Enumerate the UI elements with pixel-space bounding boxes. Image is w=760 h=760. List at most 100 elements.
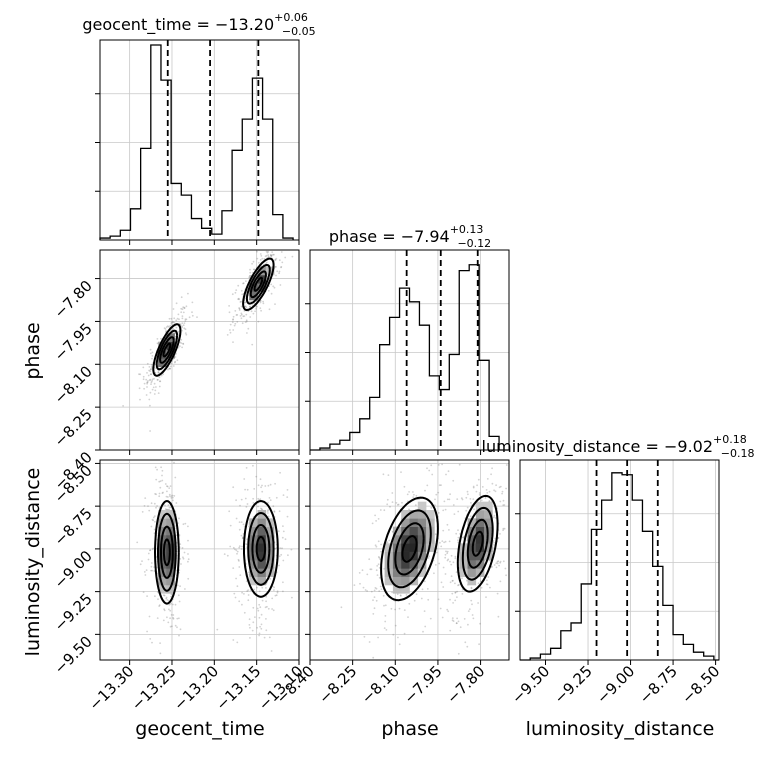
sample-point: [488, 500, 491, 502]
sample-point: [282, 590, 284, 593]
sample-point: [234, 596, 237, 599]
sample-point: [369, 568, 372, 571]
sample-point: [455, 571, 458, 573]
sample-point: [241, 293, 244, 296]
sample-point: [242, 523, 245, 526]
sample-point: [248, 624, 251, 626]
sample-point: [170, 495, 173, 497]
sample-point: [397, 503, 400, 506]
sample-point: [396, 593, 399, 596]
sample-point: [284, 538, 287, 541]
sample-point: [151, 355, 154, 357]
sample-point: [427, 557, 430, 559]
sample-point: [187, 292, 189, 295]
sample-point: [260, 623, 263, 626]
sample-point: [280, 266, 282, 269]
sample-point: [232, 341, 234, 343]
sample-point: [245, 319, 248, 322]
xlabel-luminosity-distance: luminosity_distance: [526, 718, 715, 740]
sample-point: [252, 268, 255, 271]
sample-point: [451, 619, 454, 622]
sample-point: [149, 430, 152, 432]
sample-point: [226, 334, 229, 336]
sample-point: [179, 585, 182, 588]
sample-point: [158, 380, 161, 383]
density-cell: [401, 510, 410, 519]
sample-point: [444, 573, 447, 575]
density-cell: [257, 560, 267, 569]
sample-point: [176, 359, 179, 362]
density-cell: [417, 510, 427, 519]
sample-point: [270, 254, 272, 257]
sample-point: [440, 484, 442, 486]
sample-point: [377, 563, 380, 566]
sample-point: [232, 486, 235, 489]
sample-point: [157, 371, 160, 374]
sample-point: [471, 614, 474, 616]
sample-point: [394, 608, 396, 611]
density-cell: [475, 535, 485, 544]
sample-point: [156, 468, 159, 471]
sample-point: [240, 300, 243, 303]
sample-point: [457, 529, 459, 532]
sample-point: [229, 329, 231, 331]
sample-point: [154, 493, 157, 495]
sample-point: [377, 636, 379, 639]
sample-point: [253, 488, 256, 490]
sample-point: [145, 378, 148, 381]
sample-point: [261, 484, 263, 487]
density-cell: [484, 501, 493, 511]
sample-point: [162, 373, 165, 376]
sample-point: [144, 497, 147, 499]
sample-point: [487, 576, 490, 578]
sample-point: [149, 373, 152, 376]
sample-point: [267, 607, 270, 610]
sample-point: [259, 606, 262, 609]
sample-point: [447, 470, 450, 473]
grid-phase-hist: [310, 250, 509, 450]
yticklabel-phase-3: −7.95: [51, 320, 96, 365]
sample-point: [238, 545, 241, 547]
sample-point: [501, 492, 503, 495]
sample-point: [481, 486, 484, 488]
sample-point: [441, 540, 444, 542]
sample-point: [260, 309, 262, 312]
density-cell: [384, 576, 394, 586]
sample-point: [187, 553, 189, 555]
sample-point: [446, 608, 449, 611]
sample-point: [256, 305, 258, 308]
density-cell: [426, 510, 435, 519]
sample-point: [170, 497, 173, 499]
sample-point: [149, 378, 152, 381]
sample-point: [413, 493, 415, 496]
sample-point: [505, 574, 507, 577]
yticks-phase-hist: [305, 303, 482, 455]
sample-point: [452, 579, 454, 582]
sample-point: [176, 317, 179, 320]
sample-point: [252, 312, 255, 315]
sample-point: [366, 573, 369, 576]
sample-point: [377, 556, 380, 558]
sample-point: [450, 575, 453, 578]
sample-point: [452, 602, 454, 604]
sample-point: [472, 485, 475, 488]
sample-point: [229, 524, 232, 527]
sample-point: [496, 592, 499, 595]
sample-point: [423, 580, 426, 583]
sample-point: [159, 380, 162, 383]
sample-point: [280, 266, 283, 268]
sample-point: [267, 289, 270, 292]
sample-point: [386, 498, 389, 501]
sample-point: [142, 591, 145, 593]
sample-point: [153, 393, 156, 395]
sample-point: [477, 582, 480, 585]
sample-point: [386, 541, 389, 544]
xlabel-geocent-time: geocent_time: [135, 718, 264, 740]
sample-point: [420, 597, 423, 600]
sample-point: [242, 536, 244, 539]
sample-point: [150, 366, 153, 368]
sample-point: [465, 509, 468, 512]
sample-point: [434, 533, 437, 536]
sample-point: [169, 609, 172, 612]
density-cell: [409, 526, 419, 536]
